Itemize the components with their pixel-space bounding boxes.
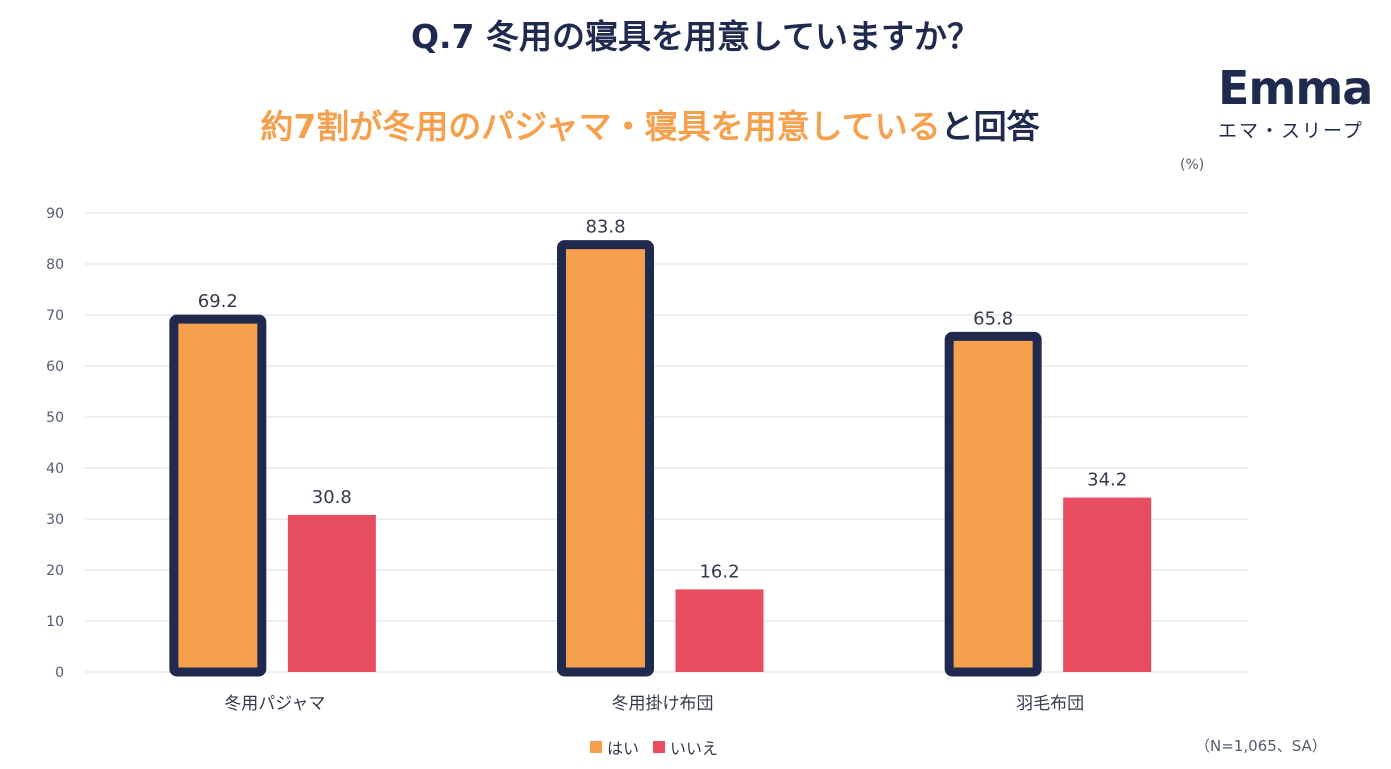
data-label-no: 34.2	[1087, 470, 1127, 491]
y-tick-label: 50	[46, 410, 64, 426]
x-category-label: 羽毛布団	[1016, 694, 1084, 714]
logo-word: Emma	[1218, 61, 1373, 115]
logo-kana: エマ・スリープ	[1218, 120, 1364, 142]
legend-label-yes: はい	[607, 739, 640, 758]
bar-no	[287, 514, 376, 672]
bar-yes	[557, 240, 654, 677]
y-tick-label: 80	[46, 257, 64, 273]
x-category-label: 冬用掛け布団	[612, 694, 714, 714]
data-label-yes: 69.2	[198, 291, 238, 312]
unit-label: (%)	[1180, 157, 1205, 173]
y-tick-label: 10	[46, 614, 64, 630]
legend-item-no: いいえ	[653, 735, 718, 759]
y-tick-label: 60	[46, 359, 64, 375]
y-tick-label: 0	[55, 665, 64, 681]
y-tick-label: 20	[46, 563, 64, 579]
legend-label-no: いいえ	[670, 739, 719, 758]
x-category-label: 冬用パジャマ	[224, 694, 325, 714]
bar-no	[1063, 497, 1152, 672]
subtitle-rest: と回答	[940, 107, 1040, 146]
bar-yes	[944, 331, 1042, 677]
legend-swatch-yes	[590, 741, 602, 753]
bar-yes	[169, 314, 267, 677]
y-tick-label: 30	[46, 512, 64, 528]
data-label-no: 16.2	[699, 561, 739, 582]
data-label-no: 30.8	[312, 487, 352, 508]
y-tick-label: 40	[46, 461, 64, 477]
y-tick-label: 90	[46, 206, 64, 222]
sample-note: （N=1,065、SA）	[1195, 737, 1327, 755]
emma-logo: Emma エマ・スリープ	[1218, 62, 1383, 143]
bar-no	[675, 589, 764, 672]
y-tick-label: 70	[46, 308, 64, 324]
data-label-yes: 83.8	[585, 217, 625, 238]
data-label-yes: 65.8	[973, 308, 1013, 329]
legend-item-yes: はい	[590, 735, 639, 759]
legend: はい いいえ	[590, 735, 718, 759]
legend-swatch-no	[653, 741, 666, 753]
chart-subtitle: 約7割が冬用のパジャマ・寝具を用意していると回答	[0, 100, 1300, 148]
chart-title: Q.7 冬用の寝具を用意していますか？	[410, 17, 981, 56]
subtitle-highlight: 約7割が冬用のパジャマ・寝具を用意している	[260, 107, 941, 146]
